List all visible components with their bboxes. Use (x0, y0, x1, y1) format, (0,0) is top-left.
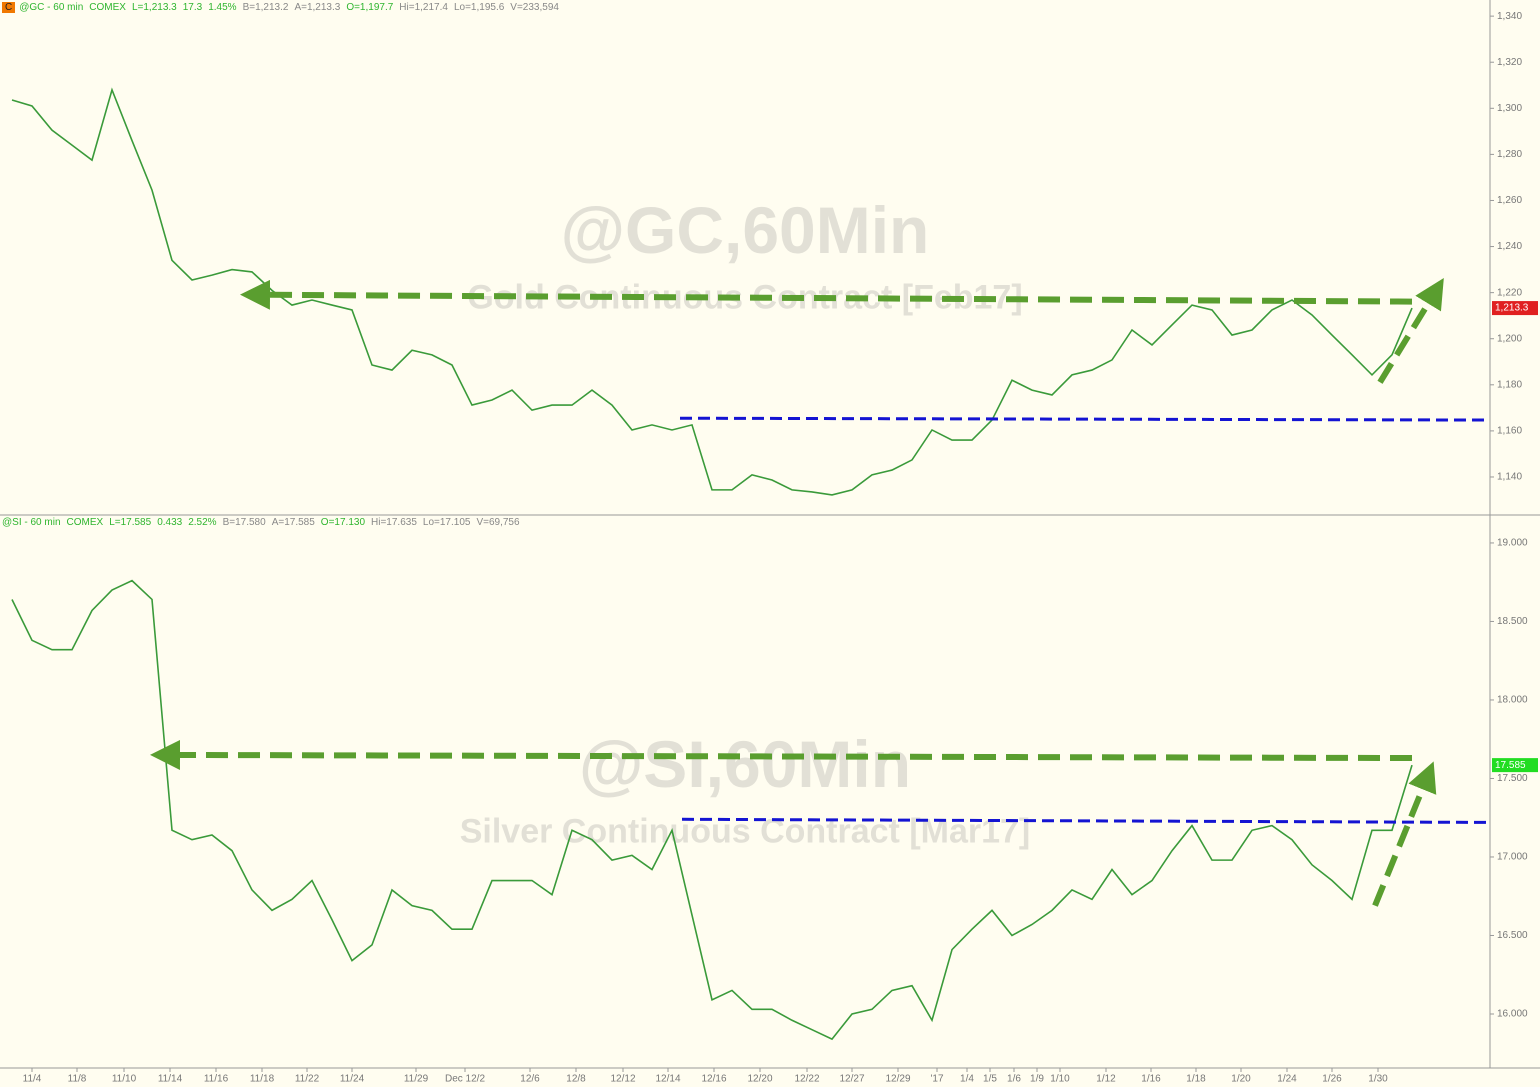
low: Lo=17.105 (422, 517, 471, 528)
x-tick-label: 12/14 (655, 1074, 680, 1085)
x-tick-label: 12/27 (839, 1074, 864, 1085)
watermark-subtitle: Gold Continuous Contract [Feb17] (467, 278, 1022, 316)
bid: B=1,213.2 (242, 2, 289, 13)
x-tick-label: 1/10 (1050, 1074, 1070, 1085)
x-tick-label: '17 (930, 1074, 943, 1085)
y-tick-label: 1,160 (1497, 426, 1522, 437)
y-tick-label: 1,240 (1497, 241, 1522, 252)
x-tick-label: 11/18 (250, 1074, 275, 1085)
change: 0.433 (157, 517, 183, 528)
watermark-title: @SI,60Min (579, 727, 911, 801)
x-tick-label: 11/10 (112, 1074, 137, 1085)
y-tick-label: 17.000 (1497, 852, 1528, 863)
x-tick-label: 1/16 (1141, 1074, 1161, 1085)
x-tick-label: 11/29 (404, 1074, 429, 1085)
exchange: COMEX (66, 517, 104, 528)
y-tick-label: 19.000 (1497, 538, 1528, 549)
price-line (11, 579, 1413, 1041)
y-tick-label: 1,180 (1497, 379, 1522, 390)
gold-header: C @GC - 60 min COMEX L=1,213.3 17.3 1.45% B=1,… (2, 2, 565, 13)
low: Lo=1,195.6 (453, 2, 505, 13)
arrow (150, 739, 1413, 770)
bid: B=17.580 (222, 517, 266, 528)
x-tick-label: 12/22 (794, 1074, 819, 1085)
last-price-label: 1,213.3 (1495, 303, 1529, 314)
y-tick-label: 1,300 (1497, 103, 1522, 114)
y-tick-label: 1,140 (1497, 472, 1522, 483)
x-tick-label: 11/4 (23, 1074, 42, 1085)
symbol: @SI - 60 min (2, 517, 61, 528)
support-line (679, 416, 1489, 422)
arrow (1372, 761, 1437, 907)
y-tick-label: 18.000 (1497, 695, 1528, 706)
exchange: COMEX (89, 2, 126, 13)
y-tick-label: 16.000 (1497, 1009, 1528, 1020)
arrow (1377, 278, 1444, 384)
y-tick-label: 18.500 (1497, 616, 1528, 627)
x-tick-label: 1/30 (1368, 1074, 1388, 1085)
price-line (11, 87, 1413, 496)
x-tick-label: 12/12 (610, 1074, 635, 1085)
x-tick-label: 11/14 (158, 1074, 183, 1085)
x-tick-label: 11/8 (68, 1074, 87, 1085)
x-tick-label: 1/20 (1231, 1074, 1251, 1085)
x-tick-label: Dec 12/2 (445, 1074, 485, 1085)
open: O=17.130 (320, 517, 366, 528)
x-tick-label: 1/18 (1186, 1074, 1206, 1085)
last-price-tag (1492, 758, 1538, 773)
x-tick-label: 1/12 (1096, 1074, 1116, 1085)
x-tick-label: 12/16 (701, 1074, 726, 1085)
x-tick-label: 1/26 (1322, 1074, 1342, 1085)
last-price-tag (1492, 301, 1538, 316)
y-tick-label: 1,220 (1497, 287, 1522, 298)
x-tick-label: 11/24 (340, 1074, 365, 1085)
x-tick-label: 1/4 (960, 1074, 974, 1085)
silver-header: @SI - 60 min COMEX L=17.585 0.433 2.52% B=17.… (2, 517, 526, 528)
watermark-title: @GC,60Min (561, 193, 930, 267)
y-tick-label: 17.500 (1497, 773, 1528, 784)
x-tick-label: 11/22 (295, 1074, 320, 1085)
y-tick-label: 1,340 (1497, 11, 1522, 22)
x-tick-label: 1/6 (1007, 1074, 1021, 1085)
y-tick-label: 16.500 (1497, 930, 1528, 941)
high: Hi=1,217.4 (399, 2, 448, 13)
last: L=17.585 (109, 517, 152, 528)
change-pct: 2.52% (188, 517, 217, 528)
volume: V=233,594 (510, 2, 559, 13)
ask: A=17.585 (271, 517, 315, 528)
high: Hi=17.635 (371, 517, 417, 528)
x-tick-label: 12/20 (747, 1074, 772, 1085)
x-tick-label: 12/8 (566, 1074, 586, 1085)
last-price-label: 17.585 (1495, 760, 1526, 771)
x-tick-label: 1/5 (983, 1074, 997, 1085)
change: 17.3 (182, 2, 203, 13)
x-tick-label: 1/9 (1030, 1074, 1044, 1085)
arrow (240, 279, 1413, 310)
x-tick-label: 1/24 (1277, 1074, 1297, 1085)
ask: A=1,213.3 (294, 2, 341, 13)
open: O=1,197.7 (346, 2, 394, 13)
x-tick-label: 12/6 (520, 1074, 540, 1085)
symbol: @GC - 60 min (19, 2, 84, 13)
y-tick-label: 1,260 (1497, 195, 1522, 206)
change-pct: 1.45% (208, 2, 237, 13)
badge: C (2, 2, 16, 13)
volume: V=69,756 (476, 517, 520, 528)
x-tick-label: 12/29 (885, 1074, 910, 1085)
last: L=1,213.3 (131, 2, 177, 13)
support-line (681, 817, 1491, 824)
y-tick-label: 1,200 (1497, 333, 1522, 344)
y-tick-label: 1,280 (1497, 149, 1522, 160)
y-tick-label: 1,320 (1497, 57, 1522, 68)
x-tick-label: 11/16 (204, 1074, 229, 1085)
